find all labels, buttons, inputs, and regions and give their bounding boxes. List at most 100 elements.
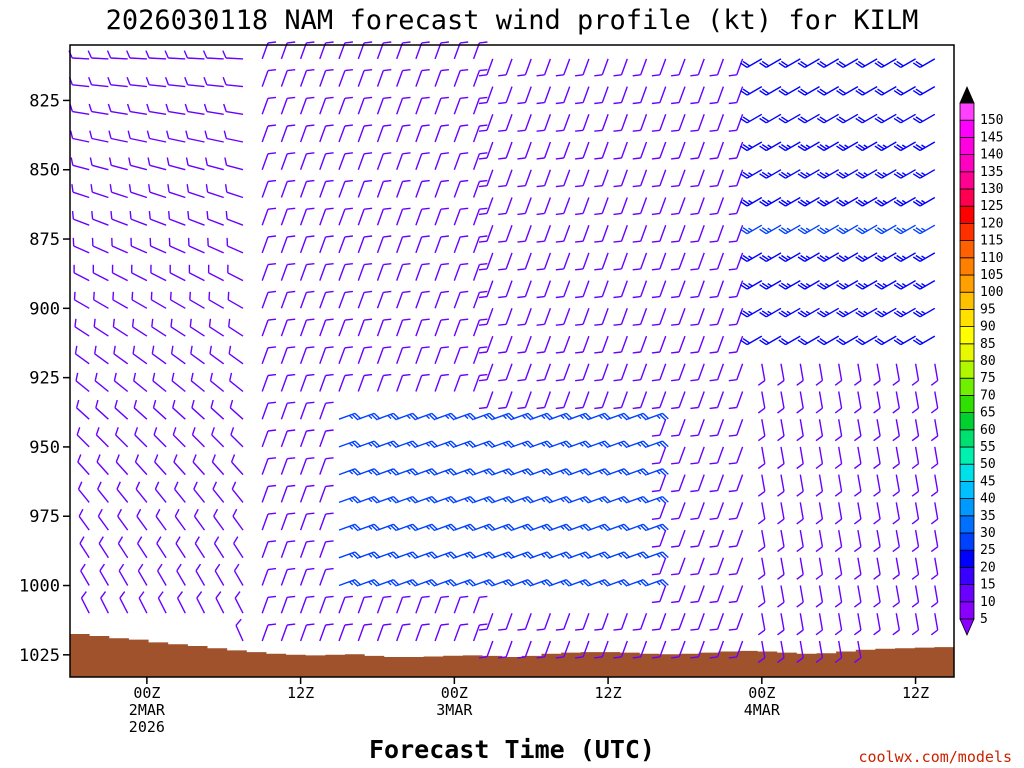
barb-feather — [857, 116, 866, 122]
barb-staff — [280, 375, 288, 392]
barb-staff — [72, 164, 90, 171]
barb-feather — [819, 171, 827, 178]
barb-feather — [406, 414, 411, 420]
barb-staff — [818, 529, 824, 547]
barb-feather — [582, 497, 590, 504]
barb-staff — [934, 419, 939, 437]
barb-feather — [364, 318, 373, 321]
barb-feather — [445, 442, 450, 447]
barb-staff — [736, 446, 744, 464]
barb-feather — [213, 536, 220, 544]
barb-staff — [189, 299, 205, 309]
barb-staff — [505, 224, 513, 242]
wind-barb — [434, 69, 449, 87]
barb-feather — [781, 60, 789, 67]
barb-feather — [767, 172, 772, 176]
barb-feather — [786, 227, 792, 232]
wind-barb — [757, 391, 766, 414]
wind-barb — [690, 224, 705, 243]
barb-staff — [261, 541, 269, 559]
barb-staff — [115, 434, 129, 448]
barb-staff — [168, 164, 186, 171]
wind-barb — [205, 157, 224, 171]
barb-staff — [133, 380, 148, 393]
y-tick-label: 850 — [29, 161, 60, 181]
barb-feather — [306, 567, 315, 571]
wind-barb — [646, 440, 669, 449]
barb-feather — [893, 62, 902, 68]
barb-feather — [797, 284, 806, 290]
barb-feather — [113, 372, 117, 381]
barb-feather — [761, 199, 770, 206]
barb-staff — [211, 461, 225, 476]
barb-staff — [505, 280, 513, 297]
barb-feather — [287, 207, 296, 210]
barb-feather — [671, 462, 680, 465]
wind-barb — [816, 196, 840, 207]
wind-barb — [472, 69, 488, 87]
barb-feather — [656, 470, 661, 475]
barb-feather — [671, 240, 680, 243]
wind-barb — [671, 141, 686, 160]
barb-feather — [421, 235, 430, 238]
barb-feather — [816, 311, 825, 318]
wind-barb — [671, 280, 686, 299]
barb-staff — [472, 264, 481, 281]
wind-barb — [613, 114, 628, 132]
wind-barb — [836, 252, 859, 263]
barb-feather — [215, 591, 222, 599]
barb-staff — [472, 347, 481, 365]
barb-staff — [640, 114, 648, 131]
barb-feather — [210, 399, 214, 408]
barb-feather — [815, 463, 823, 470]
barb-feather — [505, 497, 513, 504]
barb-feather — [930, 463, 939, 470]
barb-feather — [287, 69, 296, 72]
barb-staff — [524, 114, 532, 131]
barb-feather — [383, 96, 392, 99]
barb-staff — [261, 125, 269, 143]
wind-barb — [874, 279, 897, 290]
wind-barb — [834, 613, 843, 636]
barb-staff — [620, 335, 628, 353]
barb-feather — [825, 310, 830, 315]
barb-feather — [777, 407, 785, 414]
colorbar-swatch — [959, 515, 975, 534]
barb-feather — [896, 310, 904, 316]
barb-staff — [736, 58, 744, 76]
barb-feather — [536, 406, 545, 410]
barb-feather — [620, 469, 628, 476]
barb-feather — [541, 581, 546, 586]
barb-staff — [434, 347, 442, 365]
barb-staff — [151, 353, 167, 365]
barb-staff — [172, 407, 186, 420]
barb-feather — [390, 413, 397, 421]
barb-feather — [223, 103, 227, 112]
barb-feather — [74, 345, 78, 354]
barb-feather — [815, 573, 823, 580]
barb-staff — [716, 612, 725, 630]
wind-barb — [376, 318, 392, 337]
barb-feather — [136, 508, 142, 517]
wind-barb — [338, 468, 362, 476]
wind-barb — [132, 345, 148, 365]
wind-barb — [478, 86, 494, 105]
barb-staff — [914, 474, 920, 492]
barb-staff — [818, 363, 824, 381]
barb-staff — [130, 137, 148, 143]
wind-barb — [453, 96, 469, 115]
barb-staff — [338, 208, 346, 226]
barb-feather — [815, 435, 823, 442]
barb-feather — [796, 490, 804, 497]
wind-barb — [299, 124, 315, 143]
wind-barb — [690, 308, 705, 326]
barb-staff — [895, 363, 900, 381]
barb-feather — [93, 318, 96, 327]
barb-feather — [742, 254, 751, 261]
barb-feather — [777, 629, 785, 636]
barb-feather — [637, 553, 642, 558]
wind-barb — [873, 419, 881, 442]
wind-barb — [690, 612, 705, 631]
wind-barb — [740, 113, 763, 124]
barb-feather — [190, 372, 194, 381]
